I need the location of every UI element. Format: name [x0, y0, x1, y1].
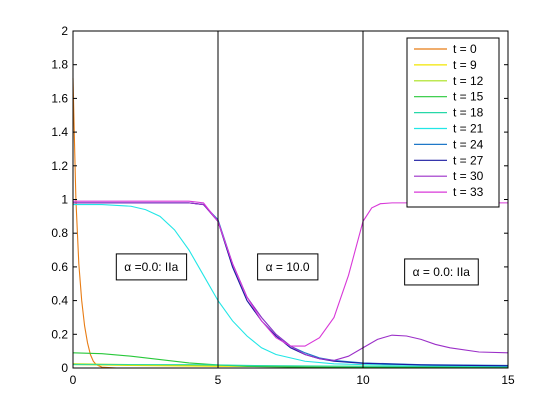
- series-line-4: [73, 364, 509, 368]
- annotation-text: α = 0.0: IIa: [413, 265, 471, 279]
- annotations: α =0.0: IIa α = 10.0 α = 0.0: IIa: [115, 253, 479, 286]
- vertical-lines: [217, 31, 364, 368]
- legend-label: t = 9: [453, 58, 477, 72]
- y-tick-label: 0.8: [51, 226, 68, 240]
- x-tick-label: 15: [501, 373, 515, 387]
- y-tick-label: 1.2: [51, 159, 68, 173]
- legend: t = 0 t = 9 t = 12 t = 15 t = 18 t = 21t = 24…: [406, 37, 500, 208]
- legend-label: t = 18: [453, 106, 484, 120]
- y-tick-label: 1.4: [51, 125, 68, 139]
- legend-label: t = 27: [453, 153, 484, 167]
- legend-label: t = 30: [453, 169, 484, 183]
- series-line-3: [72, 352, 509, 369]
- y-tick-label: 1: [61, 193, 68, 207]
- y-tick-label: 0.4: [51, 294, 68, 308]
- y-tick-label: 0: [61, 361, 68, 375]
- series-layer: [72, 78, 509, 369]
- annotation-frame: [115, 253, 188, 281]
- y-tick-label: 1.8: [51, 58, 68, 72]
- annotation-box-0: α =0.0: IIa: [115, 253, 188, 281]
- legend-label: t = 12: [453, 74, 484, 88]
- legend-label: t = 33: [453, 185, 484, 199]
- legend-label: t = 0: [453, 42, 477, 56]
- x-axis-ticks: 0 5 10 15: [70, 31, 515, 387]
- annotation-text: α = 10.0: [266, 260, 310, 274]
- y-tick-label: 1.6: [51, 91, 68, 105]
- y-tick-label: 0.6: [51, 260, 68, 274]
- y-axis-ticks: 0 0.2 0.4 0.6 0.8 1 1.2 1.4 1.6 1.8 2: [51, 24, 508, 375]
- y-tick-label: 0.2: [51, 327, 68, 341]
- annotation-text: α =0.0: IIa: [124, 260, 178, 274]
- legend-box: [406, 37, 500, 208]
- legend-label: t = 24: [453, 137, 484, 151]
- annotation-frame: [257, 253, 319, 281]
- x-tick-label: 10: [356, 373, 370, 387]
- annotation-box-1: α = 10.0: [257, 253, 319, 281]
- annotation-box-2: α = 0.0: IIa: [404, 258, 479, 286]
- x-tick-label: 5: [215, 373, 222, 387]
- x-tick-label: 0: [70, 373, 77, 387]
- legend-label: t = 21: [453, 122, 484, 136]
- y-tick-label: 2: [61, 24, 68, 38]
- annotation-frame: [404, 258, 479, 286]
- legend-label: t = 15: [453, 90, 484, 104]
- series-line-9: [73, 200, 508, 347]
